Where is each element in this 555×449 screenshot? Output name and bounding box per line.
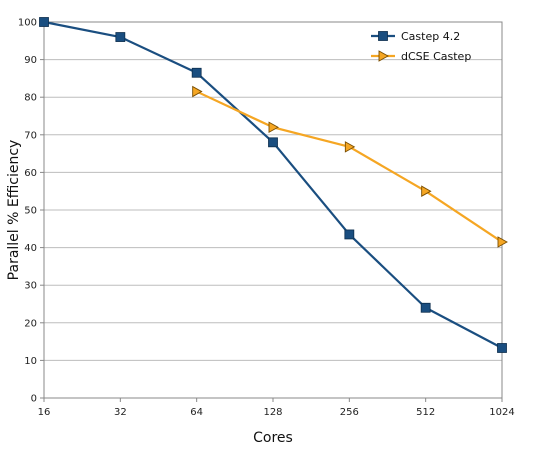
y-tick-label: 70 [24,130,37,141]
x-tick-label: 64 [190,407,203,418]
data-point-castep-4-2 [191,67,202,78]
y-tick-label: 50 [24,206,37,217]
plot-frame [43,21,503,399]
x-tick-label: 256 [340,407,359,418]
legend-label: Castep 4.2 [401,30,460,43]
series-layer [39,17,508,353]
y-tick-label: 90 [24,55,37,66]
data-point-dcse-castep [192,85,203,98]
legend-swatch-marker [378,50,389,62]
y-tick-label: 40 [24,243,37,254]
series-dcse-castep [192,85,508,248]
x-tick-label: 16 [38,407,51,418]
y-axis-ticks: 0 10 20 30 40 50 60 70 80 90 100 [18,18,44,405]
x-axis-title: Cores [253,430,293,446]
x-tick-label: 32 [114,407,127,418]
data-point-castep-4-2 [497,343,507,353]
data-point-castep-4-2 [420,302,431,313]
y-tick-label: 20 [24,318,37,329]
legend-item-dcse-castep: dCSE Castep [371,50,471,63]
x-tick-label: 128 [263,407,282,418]
legend-item-castep-4-2: Castep 4.2 [371,30,460,43]
y-tick-label: 10 [24,356,37,367]
x-axis-ticks: 16 32 64 128 256 512 1024 [38,398,515,418]
series-line-dcse-castep [196,90,503,243]
y-tick-label: 60 [24,168,37,179]
data-point-castep-4-2 [344,229,355,240]
data-point-dcse-castep [344,141,356,153]
y-tick-label: 100 [18,18,37,29]
series-castep-4-2 [39,17,507,353]
y-tick-label: 0 [31,394,37,405]
y-tick-label: 30 [24,281,37,292]
data-point-dcse-castep [268,121,279,134]
legend-label: dCSE Castep [401,50,471,63]
legend-swatch-marker [378,31,388,41]
data-point-castep-4-2 [115,32,126,42]
legend: Castep 4.2 dCSE Castep [371,30,471,63]
series-line-castep-4-2 [43,20,503,349]
y-tick-label: 80 [24,93,37,104]
x-tick-label: 1024 [489,407,514,418]
data-point-castep-4-2 [268,137,278,148]
data-point-dcse-castep [497,236,508,248]
data-point-dcse-castep [421,185,432,197]
x-tick-label: 512 [416,407,435,418]
grid-lines [44,21,502,399]
data-point-castep-4-2 [39,17,49,27]
y-axis-title: Parallel % Efficiency [6,140,22,281]
